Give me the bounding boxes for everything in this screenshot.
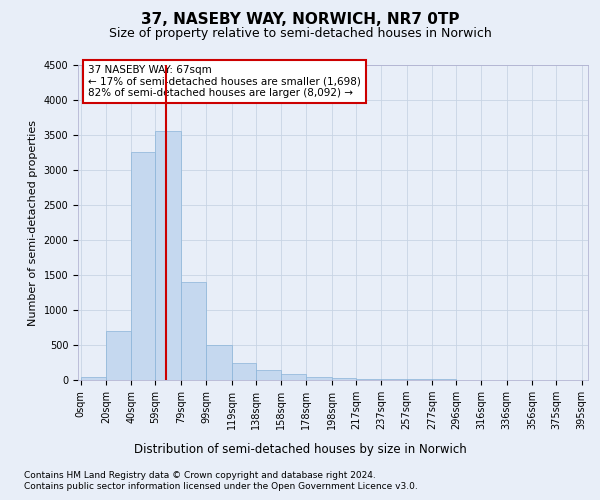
Bar	[356, 378, 381, 380]
Bar	[332, 378, 356, 380]
Text: Size of property relative to semi-detached houses in Norwich: Size of property relative to semi-detach…	[109, 28, 491, 40]
Bar	[131, 152, 155, 380]
Text: Contains HM Land Registry data © Crown copyright and database right 2024.: Contains HM Land Registry data © Crown c…	[24, 471, 376, 480]
Bar	[206, 345, 232, 380]
Y-axis label: Number of semi-detached properties: Number of semi-detached properties	[28, 120, 38, 326]
Bar	[106, 331, 131, 380]
Bar	[232, 362, 256, 380]
Bar	[80, 376, 106, 380]
Bar	[281, 374, 307, 380]
Text: Contains public sector information licensed under the Open Government Licence v3: Contains public sector information licen…	[24, 482, 418, 491]
Bar	[307, 376, 332, 380]
Bar	[381, 379, 407, 380]
Bar	[155, 132, 181, 380]
Text: Distribution of semi-detached houses by size in Norwich: Distribution of semi-detached houses by …	[134, 442, 466, 456]
Bar	[181, 282, 206, 380]
Bar	[256, 370, 281, 380]
Text: 37, NASEBY WAY, NORWICH, NR7 0TP: 37, NASEBY WAY, NORWICH, NR7 0TP	[141, 12, 459, 28]
Text: 37 NASEBY WAY: 67sqm
← 17% of semi-detached houses are smaller (1,698)
82% of se: 37 NASEBY WAY: 67sqm ← 17% of semi-detac…	[88, 65, 361, 98]
